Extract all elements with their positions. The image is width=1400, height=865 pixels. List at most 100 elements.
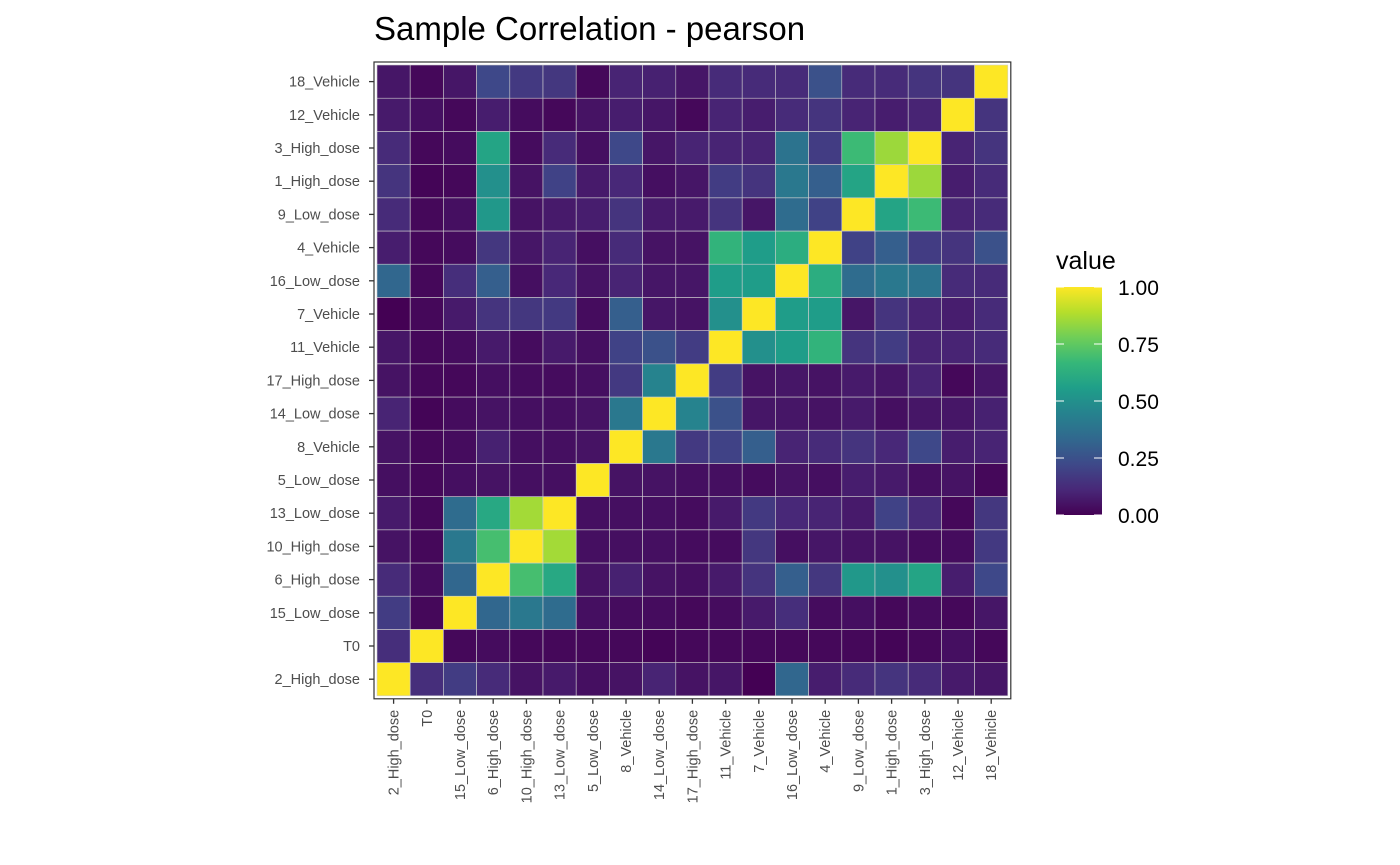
heatmap-cell xyxy=(443,463,477,497)
heatmap-cell xyxy=(708,131,743,165)
x-axis: 2_High_dose T0 15_Low_dose 6_High_dose 10_Hi… xyxy=(387,698,1000,804)
heatmap-cell xyxy=(509,263,544,298)
heatmap-cell xyxy=(708,164,743,199)
heatmap-cell xyxy=(509,662,544,697)
heatmap-cell xyxy=(443,363,477,398)
x-tick-label: 4_Vehicle xyxy=(818,710,834,773)
heatmap-cell xyxy=(476,595,511,630)
y-tick-label: 1_High_dose xyxy=(275,174,360,190)
heatmap-cell xyxy=(741,363,776,398)
heatmap-cell xyxy=(409,562,444,597)
heatmap-cell xyxy=(575,164,610,199)
heatmap-cell xyxy=(874,131,909,165)
heatmap-cell xyxy=(808,363,843,398)
x-tick-label: 3_High_dose xyxy=(918,710,934,795)
y-tick-label: 5_Low_dose xyxy=(278,473,360,489)
heatmap-cell xyxy=(609,363,643,398)
x-tick-label: 12_Vehicle xyxy=(951,710,967,781)
heatmap-cell xyxy=(808,64,843,99)
heatmap-cell xyxy=(409,396,444,431)
heatmap-cell xyxy=(974,529,1009,564)
heatmap-cell xyxy=(476,363,511,398)
x-tick-label: 18_Vehicle xyxy=(984,710,1000,781)
heatmap-cell xyxy=(642,429,677,464)
heatmap-cell xyxy=(675,429,710,464)
heatmap-cell xyxy=(575,562,610,597)
heatmap-cell xyxy=(476,263,511,298)
heatmap-cell xyxy=(509,64,544,99)
heatmap-cell xyxy=(509,396,544,431)
heatmap-cell xyxy=(741,263,776,298)
heatmap-cell xyxy=(708,496,743,531)
heatmap-cell xyxy=(376,396,411,431)
heatmap-cell xyxy=(476,529,511,564)
heatmap-cell xyxy=(542,629,577,663)
heatmap-cell xyxy=(443,529,477,564)
heatmap-cell xyxy=(741,297,776,331)
y-tick-label: T0 xyxy=(343,639,360,655)
heatmap-cell xyxy=(642,463,677,497)
heatmap-cell xyxy=(708,463,743,497)
x-tick-label: 10_High_dose xyxy=(519,710,535,804)
heatmap-cell xyxy=(841,463,876,497)
heatmap-cell xyxy=(808,629,843,663)
heatmap-cell xyxy=(409,629,444,663)
y-tick-label: 15_Low_dose xyxy=(270,606,360,622)
heatmap-cell xyxy=(907,297,942,331)
y-tick-label: 12_Vehicle xyxy=(289,108,360,124)
heatmap-cell xyxy=(575,297,610,331)
heatmap-cell xyxy=(642,562,677,597)
heatmap-cell xyxy=(675,363,710,398)
heatmap-cell xyxy=(974,595,1009,630)
heatmap-cell xyxy=(874,463,909,497)
heatmap-cell xyxy=(409,529,444,564)
heatmap-cell xyxy=(941,396,975,431)
heatmap-cell xyxy=(741,230,776,265)
heatmap-cell xyxy=(476,496,511,531)
heatmap-cell xyxy=(443,131,477,165)
heatmap-cell xyxy=(409,131,444,165)
heatmap-cell xyxy=(409,263,444,298)
heatmap-cell xyxy=(874,263,909,298)
x-tick-label: 6_High_dose xyxy=(486,710,502,795)
heatmap-cell xyxy=(974,197,1009,232)
heatmap-cell xyxy=(376,463,411,497)
heatmap-cell xyxy=(642,297,677,331)
x-tick-label: 14_Low_dose xyxy=(652,710,668,800)
heatmap-cell xyxy=(675,131,710,165)
heatmap-cell xyxy=(443,496,477,531)
heatmap-cell xyxy=(808,297,843,331)
heatmap-cell xyxy=(675,629,710,663)
heatmap-cell xyxy=(708,363,743,398)
heatmap-cell xyxy=(775,297,809,331)
heatmap-cell xyxy=(841,230,876,265)
heatmap-cell xyxy=(907,97,942,132)
heatmap-cell xyxy=(376,595,411,630)
heatmap-cell xyxy=(874,97,909,132)
heatmap-cell xyxy=(775,396,809,431)
heatmap-cell xyxy=(575,463,610,497)
heatmap-cell xyxy=(808,529,843,564)
heatmap-cell xyxy=(609,330,643,365)
heatmap-cell xyxy=(741,330,776,365)
heatmap-cell xyxy=(841,263,876,298)
heatmap-cell xyxy=(841,363,876,398)
heatmap-cell xyxy=(642,230,677,265)
heatmap-cell xyxy=(941,562,975,597)
x-tick-label: 9_Low_dose xyxy=(851,710,867,792)
heatmap-cell xyxy=(476,562,511,597)
heatmap-cell xyxy=(443,164,477,199)
heatmap-cell xyxy=(708,330,743,365)
heatmap-cell xyxy=(609,263,643,298)
heatmap-cell xyxy=(841,595,876,630)
heatmap-cell xyxy=(841,396,876,431)
legend-title: value xyxy=(1056,247,1116,275)
heatmap-cell xyxy=(708,97,743,132)
heatmap-cell xyxy=(409,595,444,630)
heatmap-cell xyxy=(542,396,577,431)
heatmap-cell xyxy=(874,662,909,697)
heatmap-cell xyxy=(609,529,643,564)
heatmap-cell xyxy=(941,97,975,132)
heatmap-cell xyxy=(775,529,809,564)
heatmap-cell xyxy=(775,562,809,597)
